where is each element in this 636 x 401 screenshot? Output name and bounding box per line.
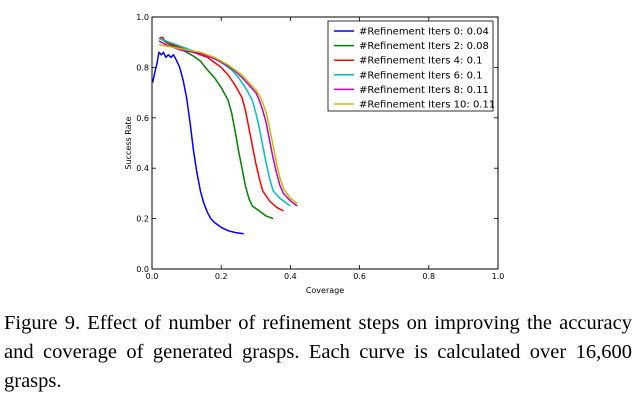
x-axis-ticks: 0.0 0.2 0.4 0.6 0.8 1.0 <box>146 17 505 281</box>
series-line-1 <box>158 37 274 220</box>
legend-label-5: #Refinement Iters 10: 0.11 <box>359 100 495 111</box>
x-axis-label: Coverage <box>306 286 344 295</box>
series-line-2 <box>158 36 284 212</box>
x-tick-label: 0.6 <box>353 272 366 281</box>
legend-label-4: #Refinement Iters 8: 0.11 <box>359 85 489 96</box>
line-chart: 0.0 0.2 0.4 0.6 0.8 1.0 0.0 0.2 0.4 0.6 0.8 1.0 Co… <box>124 13 505 295</box>
legend-label-2: #Refinement Iters 4: 0.1 <box>359 56 483 67</box>
y-tick-label: 0.2 <box>136 215 149 224</box>
legend-label-1: #Refinement Iters 2: 0.08 <box>359 41 489 52</box>
y-tick-label: 0.8 <box>136 63 149 72</box>
plot-series <box>151 36 298 235</box>
x-tick-label: 1.0 <box>492 272 505 281</box>
y-tick-label: 1.0 <box>136 13 149 22</box>
x-tick-label: 0.2 <box>215 272 228 281</box>
series-line-5 <box>158 43 298 205</box>
y-tick-label: 0.6 <box>136 114 149 123</box>
plot-frame <box>151 16 499 270</box>
series-line-3 <box>158 37 291 207</box>
series-line-4 <box>158 40 298 207</box>
figure-caption: Figure 9. Effect of number of refinement… <box>4 312 632 392</box>
series-line-0 <box>151 51 244 235</box>
x-tick-label: 0.4 <box>284 272 297 281</box>
legend-label-3: #Refinement Iters 6: 0.1 <box>359 70 483 81</box>
y-tick-label: 0.0 <box>136 265 149 274</box>
legend-label-0: #Refinement Iters 0: 0.04 <box>359 27 489 38</box>
y-tick-label: 0.4 <box>136 164 149 173</box>
x-tick-label: 0.0 <box>146 272 159 281</box>
y-axis-label: Success Rate <box>124 116 133 169</box>
x-tick-label: 0.8 <box>422 272 435 281</box>
legend-box <box>327 20 494 112</box>
legend: #Refinement Iters 0: 0.04 #Refinement Ite… <box>327 20 495 112</box>
y-axis-ticks: 0.0 0.2 0.4 0.6 0.8 1.0 <box>136 13 498 274</box>
